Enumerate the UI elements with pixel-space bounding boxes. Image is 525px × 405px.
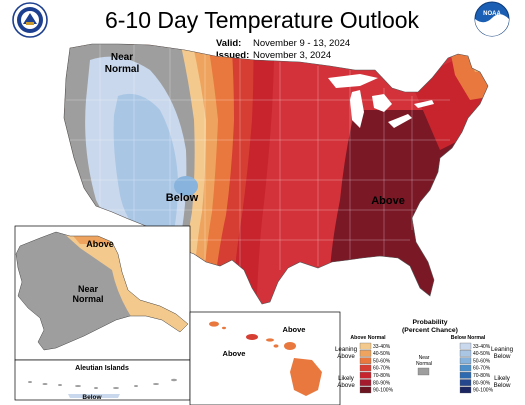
alaska-label-above: Above <box>86 239 114 249</box>
noaa-logo-icon: NOAA <box>474 1 510 37</box>
legend-above-swatch-2 <box>359 350 372 357</box>
issued-date: November 3, 2024 <box>253 50 331 61</box>
legend-below-swatch-7 <box>459 386 472 394</box>
legend-below-range-7: 90-100% <box>473 388 494 394</box>
lake-erie <box>388 114 412 128</box>
band-below-40 <box>113 93 178 240</box>
label-near-normal-line1: Near <box>111 52 133 63</box>
legend-above-swatch-6 <box>359 379 372 386</box>
aleutian-label-below: Below <box>82 394 102 401</box>
lake-ontario <box>414 100 434 108</box>
legend-above-swatch-4 <box>359 364 372 372</box>
legend-below-header: Below Normal <box>451 335 486 341</box>
legend-above-range-4: 60-70% <box>373 366 391 372</box>
legend-below-swatch-4 <box>459 364 472 372</box>
label-above: Above <box>371 195 405 207</box>
alaska-label-near-line2: Normal <box>72 294 103 304</box>
legend-below-swatch-2 <box>459 350 472 357</box>
noaa-logo-text: NOAA <box>483 11 501 17</box>
state-boundaries <box>66 44 450 270</box>
alaska-label-near-line1: Near <box>78 284 99 294</box>
legend-above-swatch-5 <box>359 372 372 379</box>
legend-below-swatch-3 <box>459 357 472 364</box>
legend-below-swatch-1 <box>459 342 472 350</box>
legend-likely-below-line2: Below <box>494 382 511 389</box>
legend-below-range-6: 80-90% <box>473 380 491 386</box>
legend-likely-above-line1: Likely <box>338 375 355 382</box>
aleutian-inset: Aleutian Islands Below <box>14 359 191 401</box>
lake-huron <box>372 94 392 112</box>
legend-leaning-above-line1: Leaning <box>335 346 358 353</box>
legend-above-range-7: 90-100% <box>373 388 394 394</box>
aleutian-below-band <box>68 394 120 398</box>
legend-likely-below-line1: Likely <box>494 375 511 382</box>
valid-label: Valid: <box>216 38 241 49</box>
legend-leaning-below-line2: Below <box>494 353 511 360</box>
island-maui <box>284 342 296 350</box>
aleutian-title: Aleutian Islands <box>75 365 129 372</box>
legend-below-range-1: 33-40% <box>473 344 491 350</box>
noaa-commerce-seal-icon <box>12 2 48 38</box>
legend-likely-above-line2: Above <box>337 382 355 389</box>
legend-above-range-6: 80-90% <box>373 380 391 386</box>
legend-above-header: Above Normal <box>350 335 386 341</box>
legend-below-range-4: 60-70% <box>473 366 491 372</box>
legend-below-swatch-5 <box>459 372 472 379</box>
hawaii-label-above-1: Above <box>283 325 306 334</box>
issued-label: Issued: <box>216 50 249 61</box>
legend-above-range-3: 50-60% <box>373 358 391 364</box>
legend-leaning-above-line2: Above <box>337 353 355 360</box>
band-below-50 <box>174 176 198 196</box>
alaska-inset: Above Near Normal <box>14 225 191 361</box>
hawaii-inset: Above Above <box>189 311 341 405</box>
legend-below-swatch-6 <box>459 379 472 386</box>
legend-above-swatch-7 <box>359 386 372 394</box>
hawaii-label-above-2: Above <box>223 349 246 358</box>
lake-michigan <box>350 90 364 128</box>
legend-title-line1: Probability <box>412 319 447 326</box>
legend-near-normal-swatch <box>417 367 430 376</box>
island-kauai <box>209 321 219 327</box>
legend-above-range-5: 70-80% <box>373 373 391 379</box>
label-near-normal-line2: Normal <box>105 64 140 75</box>
legend-near-normal-line1: Near <box>419 355 430 361</box>
legend-title-line2: (Percent Chance) <box>402 327 458 334</box>
aleutian-islands <box>28 378 177 389</box>
legend-above-swatch-3 <box>359 357 372 364</box>
label-below: Below <box>166 192 199 204</box>
legend-below-range-2: 40-50% <box>473 351 491 357</box>
legend-above-range-1: 33-40% <box>373 344 391 350</box>
legend: Probability (Percent Chance) Above Norma… <box>335 319 514 394</box>
page-title: 6-10 Day Temperature Outlook <box>105 7 420 33</box>
valid-dates: November 9 - 13, 2024 <box>253 38 350 49</box>
legend-near-normal-line2: Normal <box>416 361 432 367</box>
legend-leaning-below-line1: Leaning <box>491 346 514 353</box>
legend-below-range-5: 70-80% <box>473 373 491 379</box>
legend-above-range-2: 40-50% <box>373 351 391 357</box>
lake-superior <box>328 74 378 88</box>
island-oahu <box>246 334 258 340</box>
island-hawaii <box>290 358 322 396</box>
legend-below-range-3: 50-60% <box>473 358 491 364</box>
legend-above-swatch-1 <box>359 342 372 350</box>
